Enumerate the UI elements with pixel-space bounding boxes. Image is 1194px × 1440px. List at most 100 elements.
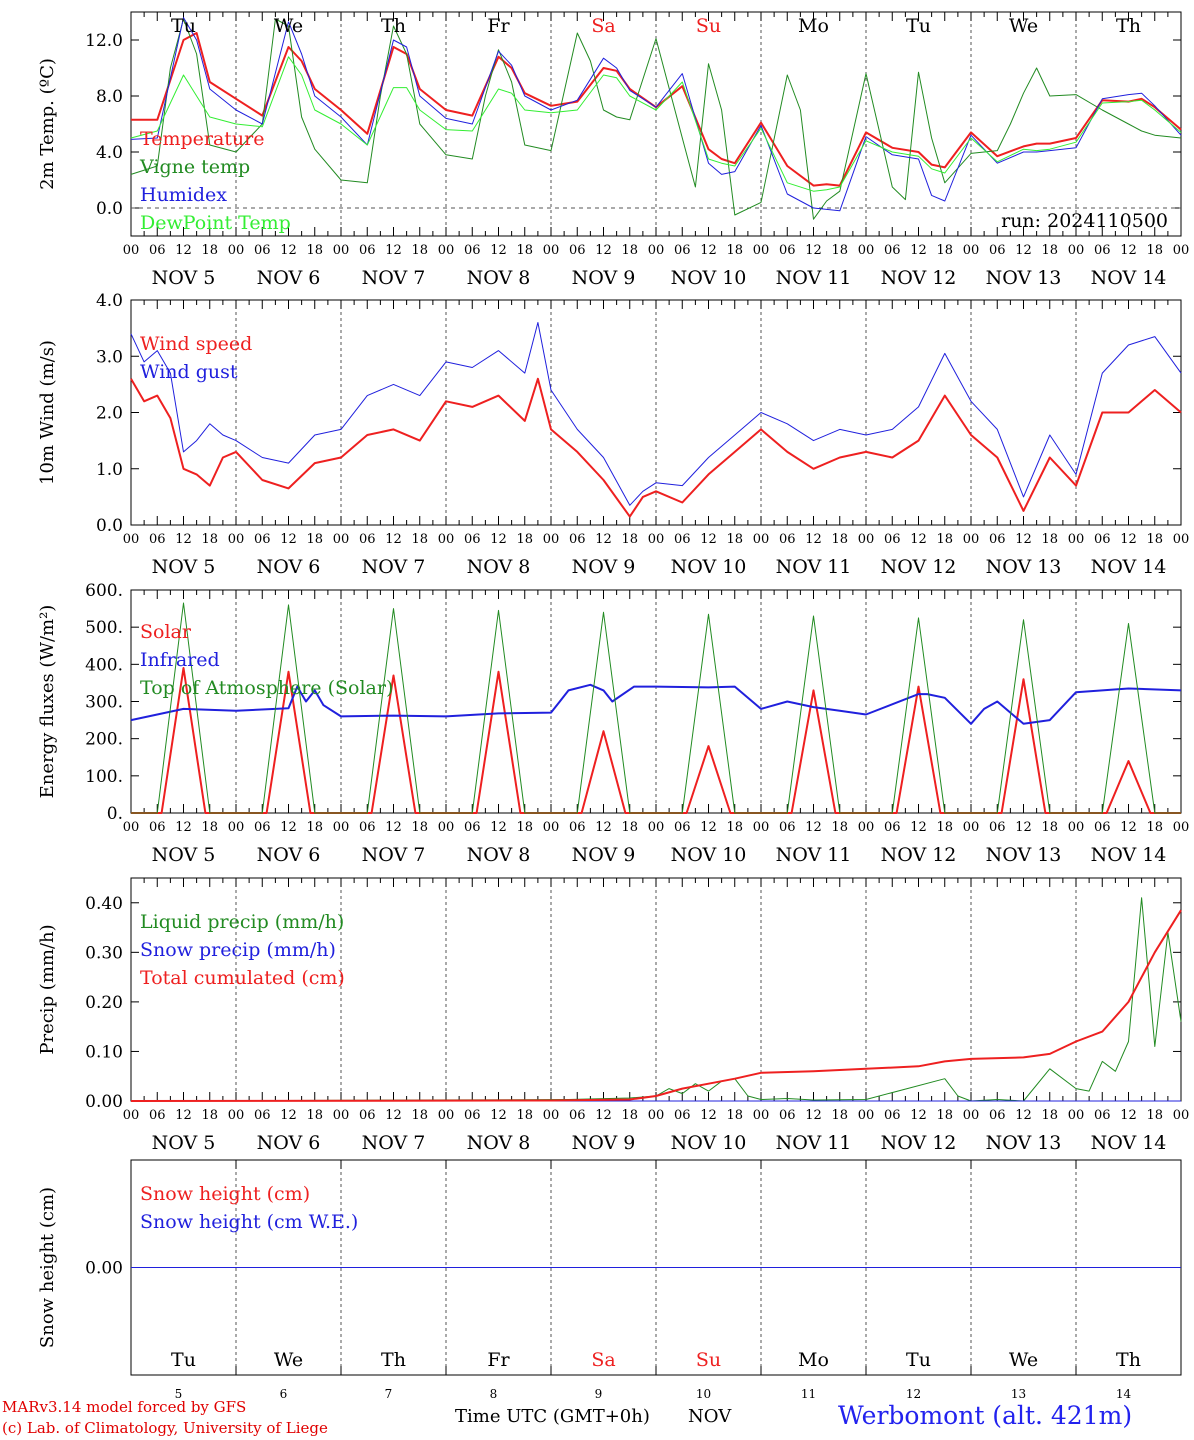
y-tick-label: 600. <box>85 581 123 601</box>
hour-tick-label: 06 <box>1094 1108 1111 1123</box>
hour-tick-label: 00 <box>543 243 560 258</box>
hour-tick-label: 06 <box>254 1108 271 1123</box>
hour-tick-label: 18 <box>936 820 953 835</box>
date-label: NOV 9 <box>572 556 636 578</box>
weekday-label: Tu <box>171 1349 196 1371</box>
hour-tick-label: 00 <box>648 820 665 835</box>
y-tick-label: 12.0 <box>85 31 123 51</box>
date-label: NOV 13 <box>986 267 1062 289</box>
hour-tick-label: 06 <box>779 1108 796 1123</box>
weekday-label: Tu <box>906 15 931 37</box>
hour-tick-label: 12 <box>280 243 297 258</box>
date-label: NOV 6 <box>257 1132 321 1154</box>
day-number: 14 <box>1116 1387 1132 1401</box>
hour-tick-label: 18 <box>726 243 743 258</box>
hour-tick-label: 18 <box>1146 1108 1163 1123</box>
hour-tick-label: 18 <box>621 1108 638 1123</box>
month-label: NOV <box>688 1406 732 1427</box>
hour-tick-label: 12 <box>1015 1108 1032 1123</box>
series-wind-gust <box>130 322 1182 506</box>
hour-tick-label: 18 <box>306 243 323 258</box>
hour-tick-label: 06 <box>569 1108 586 1123</box>
hour-tick-label: 12 <box>1120 243 1137 258</box>
y-tick-label: 400. <box>85 655 123 675</box>
date-label: NOV 12 <box>881 267 957 289</box>
hour-tick-label: 12 <box>385 243 402 258</box>
hour-tick-label: 00 <box>858 1108 875 1123</box>
hour-tick-label: 12 <box>700 820 717 835</box>
hour-tick-label: 06 <box>989 820 1006 835</box>
legend-entry: Humidex <box>140 184 227 206</box>
date-label: NOV 10 <box>671 844 747 866</box>
hour-tick-label: 06 <box>254 243 271 258</box>
hour-tick-label: 06 <box>569 820 586 835</box>
hour-tick-label: 06 <box>1094 243 1111 258</box>
hour-tick-label: 18 <box>831 1108 848 1123</box>
hour-tick-label: 06 <box>779 820 796 835</box>
series-vigne-temp <box>130 18 1182 220</box>
hour-tick-label: 06 <box>884 532 901 547</box>
y-tick-label: 0.0 <box>96 516 123 536</box>
date-label: NOV 8 <box>467 556 531 578</box>
date-label: NOV 14 <box>1091 556 1167 578</box>
hour-tick-label: 18 <box>306 820 323 835</box>
hour-tick-label: 00 <box>438 243 455 258</box>
hour-tick-label: 06 <box>359 243 376 258</box>
y-tick-label: 0.0 <box>96 199 123 219</box>
hour-tick-label: 18 <box>1041 820 1058 835</box>
date-label: NOV 14 <box>1091 267 1167 289</box>
date-label: NOV 12 <box>881 844 957 866</box>
y-tick-label: 0.10 <box>85 1042 123 1062</box>
series-humidex <box>130 17 1182 212</box>
hour-tick-label: 12 <box>910 532 927 547</box>
hour-tick-label: 12 <box>805 532 822 547</box>
weekday-label: Th <box>381 1349 406 1371</box>
legend-entry: Solar <box>140 621 192 643</box>
hour-tick-label: 06 <box>254 532 271 547</box>
hour-tick-label: 00 <box>963 532 980 547</box>
hour-tick-label: 12 <box>490 243 507 258</box>
series-total-cumulated-cm <box>130 909 1182 1102</box>
date-label: NOV 13 <box>986 556 1062 578</box>
hour-tick-label: 06 <box>464 1108 481 1123</box>
hour-tick-label: 06 <box>359 820 376 835</box>
hour-tick-label: 12 <box>595 243 612 258</box>
weekday-label: Mo <box>798 1349 829 1371</box>
y-tick-label: 4.0 <box>96 143 123 163</box>
hour-tick-label: 00 <box>438 820 455 835</box>
hour-tick-label: 06 <box>254 820 271 835</box>
date-label: NOV 11 <box>776 556 852 578</box>
date-label: NOV 10 <box>671 1132 747 1154</box>
date-label: NOV 13 <box>986 1132 1062 1154</box>
hour-tick-label: 18 <box>516 532 533 547</box>
hour-tick-label: 18 <box>621 820 638 835</box>
hour-tick-label: 18 <box>516 243 533 258</box>
y-tick-label: 300. <box>85 693 123 713</box>
weekday-label: Su <box>696 1349 721 1371</box>
hour-tick-label: 00 <box>753 1108 770 1123</box>
hour-tick-label: 12 <box>280 820 297 835</box>
hour-tick-label: 12 <box>595 532 612 547</box>
y-tick-label: 0.20 <box>85 993 123 1013</box>
y-tick-label: 8.0 <box>96 87 123 107</box>
y-tick-label: 0.30 <box>85 943 123 963</box>
hour-tick-label: 06 <box>884 243 901 258</box>
hour-tick-label: 18 <box>516 820 533 835</box>
date-label: NOV 7 <box>362 556 426 578</box>
hour-tick-label: 00 <box>858 820 875 835</box>
date-label: NOV 6 <box>257 267 321 289</box>
weekday-label: Sa <box>591 15 615 37</box>
weekday-label: Th <box>1116 1349 1141 1371</box>
hour-tick-label: 00 <box>1068 532 1085 547</box>
hour-tick-label: 12 <box>280 532 297 547</box>
hour-tick-label: 12 <box>910 1108 927 1123</box>
y-tick-label: 200. <box>85 730 123 750</box>
date-label: NOV 5 <box>152 556 216 578</box>
hour-tick-label: 12 <box>385 1108 402 1123</box>
hour-tick-label: 12 <box>910 243 927 258</box>
y-tick-label: 0.00 <box>85 1092 123 1112</box>
date-label: NOV 7 <box>362 267 426 289</box>
hour-tick-label: 00 <box>438 532 455 547</box>
hour-tick-label: 18 <box>306 1108 323 1123</box>
hour-tick-label: 00 <box>228 820 245 835</box>
